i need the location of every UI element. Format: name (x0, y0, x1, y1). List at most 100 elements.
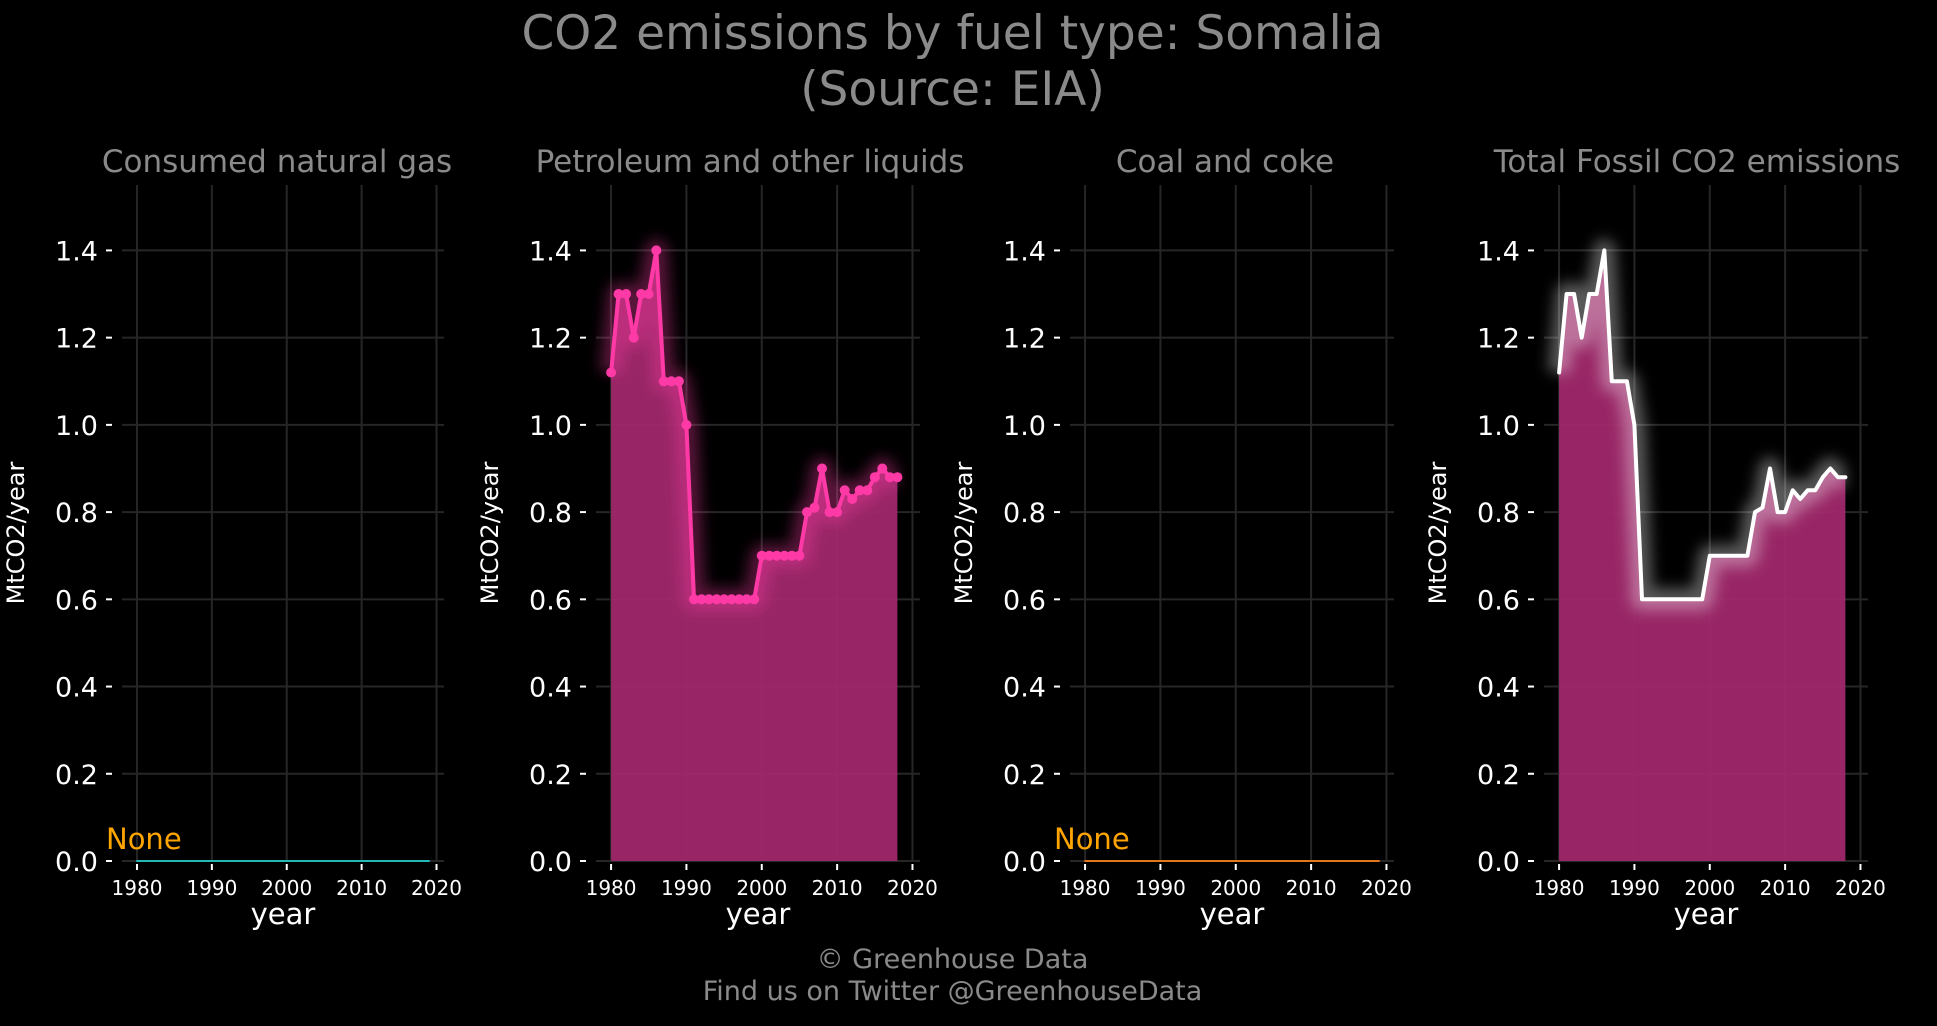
data-point (802, 507, 812, 518)
y-axis-label: MtCO2/year (476, 462, 504, 605)
y-tick-label: 0.6 (1003, 585, 1046, 616)
y-tick-label: 1.4 (529, 236, 572, 267)
x-tick-label: 2020 (1835, 876, 1886, 900)
x-tick-label: 1990 (186, 876, 237, 900)
x-axis-label: year (726, 897, 791, 931)
data-point (636, 289, 647, 299)
x-axis-label: year (1200, 897, 1265, 931)
y-tick-label: 1.0 (1003, 411, 1046, 442)
y-tick-label: 0.4 (1003, 673, 1046, 704)
data-point (651, 245, 662, 256)
x-tick-label: 1980 (586, 876, 637, 900)
y-tick-label: 0.0 (529, 847, 572, 878)
none-annotation: None (106, 822, 182, 856)
y-tick-label: 0.2 (55, 760, 98, 791)
y-tick-label: 1.0 (1477, 411, 1520, 442)
y-tick-label: 0.4 (1477, 673, 1520, 704)
x-tick-label: 2000 (1684, 876, 1735, 900)
x-tick-label: 2000 (261, 876, 312, 900)
data-point (839, 485, 850, 496)
data-point (628, 332, 639, 343)
data-point (794, 550, 805, 561)
y-axis-label: MtCO2/year (1424, 462, 1452, 605)
data-point (681, 419, 692, 430)
y-tick-label: 1.4 (1477, 236, 1520, 267)
data-point (704, 594, 714, 605)
series-line (1557, 248, 1848, 602)
y-tick-label: 0.0 (55, 847, 98, 878)
data-point (673, 376, 684, 387)
chart-title-line-1: CO2 emissions by fuel type: Somalia (521, 6, 1384, 61)
y-tick-label: 1.4 (1003, 236, 1046, 267)
y-tick-label: 1.2 (55, 324, 98, 355)
data-point (643, 289, 654, 299)
data-point (606, 367, 617, 378)
data-point (824, 507, 835, 518)
data-point (726, 594, 737, 605)
data-point (756, 550, 767, 561)
y-axis-label: MtCO2/year (2, 462, 30, 605)
x-tick-label: 2010 (1286, 876, 1337, 900)
data-point (847, 494, 858, 504)
chart-title-line-2: (Source: EIA) (800, 62, 1105, 117)
footer-twitter: Find us on Twitter @GreenhouseData (702, 976, 1203, 1007)
y-tick-label: 1.0 (55, 411, 98, 442)
x-tick-label: 1990 (1135, 876, 1186, 900)
series-area (1559, 250, 1846, 861)
x-axis-label: year (251, 897, 316, 931)
data-point (741, 594, 752, 605)
panel-title: Consumed natural gas (102, 144, 452, 180)
data-point (877, 463, 888, 474)
x-tick-label: 2010 (812, 876, 863, 900)
data-point (689, 594, 699, 605)
none-annotation: None (1054, 822, 1130, 856)
x-tick-label: 2020 (887, 876, 938, 900)
data-point (696, 594, 707, 605)
y-tick-label: 1.2 (529, 324, 572, 355)
data-point (779, 550, 790, 561)
y-tick-label: 0.6 (55, 585, 98, 616)
x-tick-label: 1990 (1609, 876, 1660, 900)
data-point (666, 376, 677, 387)
y-tick-label: 1.2 (1003, 324, 1046, 355)
data-point (711, 594, 722, 605)
y-axis-label: MtCO2/year (950, 462, 978, 605)
y-tick-label: 1.2 (1477, 324, 1520, 355)
y-tick-label: 0.8 (55, 498, 98, 529)
data-point (786, 550, 797, 561)
y-tick-label: 0.8 (1003, 498, 1046, 529)
data-point (749, 594, 760, 605)
chart-title: CO2 emissions by fuel type: Somalia (Sou… (0, 6, 1905, 118)
data-point (854, 485, 865, 496)
data-point (734, 594, 745, 605)
y-tick-label: 0.0 (1003, 847, 1046, 878)
panel-4: Total Fossil CO2 emissions 0.0 0.2 0.4 0.6 0.… (1424, 144, 1900, 931)
x-tick-label: 2020 (411, 876, 462, 900)
x-tick-label: 2000 (736, 876, 787, 900)
y-tick-label: 0.0 (1477, 847, 1520, 878)
y-tick-label: 1.4 (55, 236, 98, 267)
data-point (658, 376, 669, 387)
data-point (621, 289, 632, 299)
x-tick-label: 1980 (1060, 876, 1111, 900)
y-tick-label: 0.2 (1477, 760, 1520, 791)
x-tick-label: 2000 (1210, 876, 1261, 900)
y-tick-label: 0.6 (1477, 585, 1520, 616)
panel-3: Coal and coke 0.0 0.2 0.4 0.6 0.8 1.0 1.2 1.4 198… (950, 144, 1412, 931)
y-tick-label: 0.8 (529, 498, 572, 529)
data-point (862, 485, 873, 496)
panel-title: Coal and coke (1116, 144, 1334, 180)
x-tick-label: 2020 (1361, 876, 1412, 900)
data-point (892, 472, 903, 483)
data-point (832, 507, 843, 518)
data-point (613, 289, 624, 299)
panel-title: Total Fossil CO2 emissions (1493, 144, 1901, 180)
data-point (817, 463, 827, 474)
x-axis-label: year (1674, 897, 1739, 931)
y-tick-label: 0.2 (529, 760, 572, 791)
data-point (764, 550, 775, 561)
series-area (611, 250, 898, 861)
y-tick-label: 0.4 (529, 673, 572, 704)
panel-title: Petroleum and other liquids (536, 144, 965, 180)
